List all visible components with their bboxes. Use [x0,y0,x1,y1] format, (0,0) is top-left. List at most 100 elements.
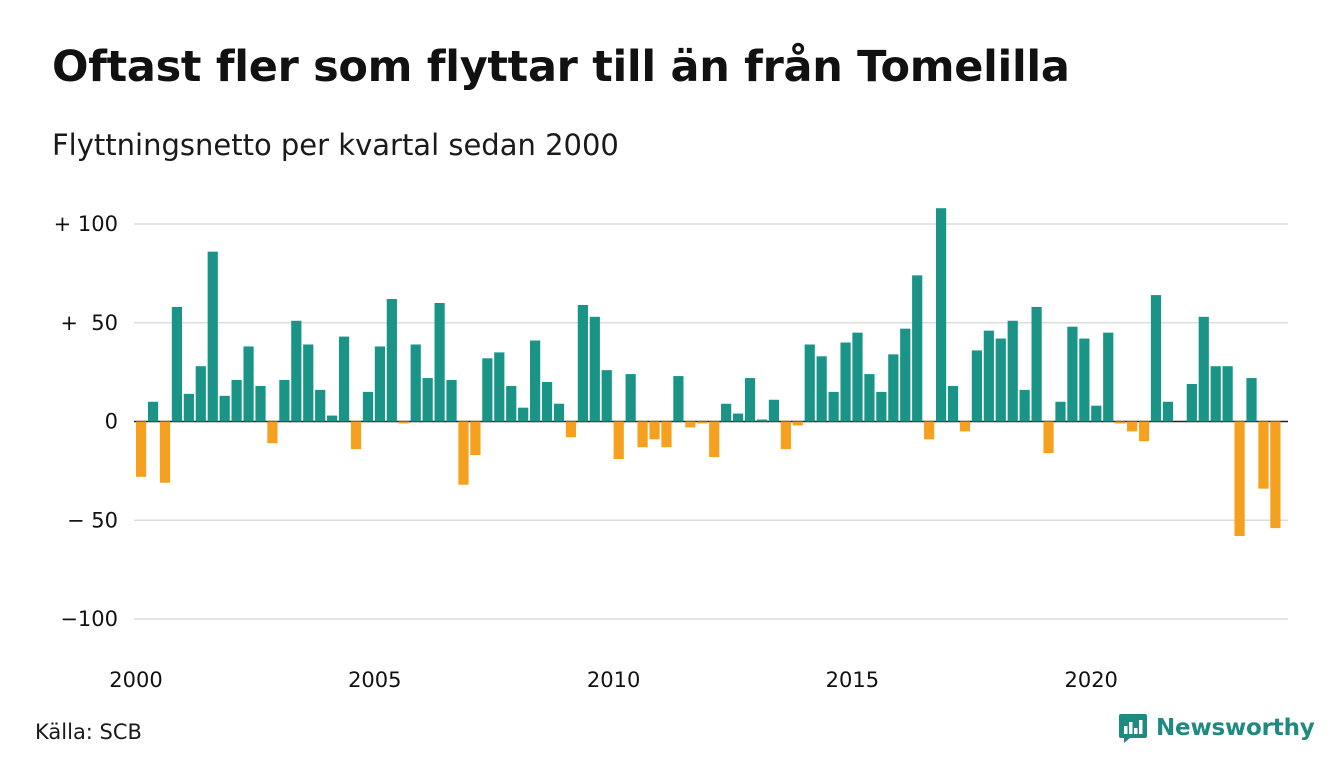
y-tick-label: − 50 [67,508,118,532]
bar-2003-k1 [279,380,290,422]
bar-2003-k3 [303,344,314,422]
bar-2004-k1 [327,415,338,422]
bar-2011-k2 [673,376,684,422]
bar-2006-k1 [422,378,433,422]
bar-2015-k2 [864,374,875,422]
bar-2002-k1 [231,380,242,422]
bar-2003-k2 [291,320,302,422]
bar-chart: + 100 + 50 0 − 50 −100 2000 2005 2010 2015 2020 [54,208,1288,692]
bar-2012-k2 [721,403,732,422]
bar-2004-k2 [338,336,350,422]
bar-2018-k4 [1031,306,1042,422]
bar-2008-k4 [553,403,565,422]
bar-2016-k3 [924,421,935,440]
bar-2010-k2 [625,374,636,422]
bar-2015-k3 [876,391,887,422]
bar-2019-k3 [1067,326,1078,422]
bar-2009-k3 [589,316,600,422]
y-tick-label: −100 [60,607,118,631]
bar-2006-k3 [446,380,457,422]
bar-2009-k4 [601,370,612,422]
bar-2020-k2 [1103,332,1114,422]
bar-2008-k1 [518,407,529,422]
bar-2022-k2 [1198,316,1209,422]
bar-2020-k4 [1127,421,1138,432]
bar-2001-k4 [219,395,230,422]
bar-2001-k1 [183,393,194,422]
bars [136,208,1281,537]
bar-2014-k4 [840,342,851,422]
bar-2014-k1 [804,344,815,422]
bar-chart-logo-icon [1119,714,1147,743]
bar-2016-k4 [935,208,947,422]
bar-2013-k4 [792,421,803,426]
bar-2019-k4 [1079,338,1090,422]
bar-2010-k4 [649,421,660,440]
bar-2022-k3 [1210,366,1221,422]
bar-2018-k2 [1007,320,1018,422]
bar-2013-k3 [780,421,791,450]
bar-2010-k3 [637,421,648,448]
brand-name: Newsworthy [1156,715,1315,741]
bar-2008-k2 [530,340,541,422]
bar-2019-k1 [1043,421,1054,454]
chart-subtitle: Flyttningsnetto per kvartal sedan 2000 [52,128,619,162]
bar-2017-k2 [959,421,971,432]
bar-2023-k1 [1234,421,1245,537]
bar-2013-k2 [768,399,780,422]
bar-2005-k4 [410,344,421,422]
bar-2006-k2 [434,303,445,422]
bar-2006-k4 [458,421,469,485]
y-tick-label: + 100 [54,212,118,236]
x-axis-ticks: 2000 2005 2010 2015 2020 [109,668,1118,692]
bar-2019-k2 [1055,401,1066,422]
brand-logo: Newsworthy [1118,712,1315,744]
y-axis-ticks: + 100 + 50 0 − 50 −100 [54,212,118,631]
bar-2007-k1 [470,421,481,456]
bar-2002-k2 [243,346,254,422]
bar-2015-k4 [888,354,899,422]
bar-2004-k3 [350,421,362,450]
y-tick-label: 0 [105,410,118,434]
source-note: Källa: SCB [35,720,142,744]
bar-2011-k4 [697,421,708,424]
bar-2018-k1 [995,338,1006,422]
bar-2007-k4 [506,385,517,422]
bar-2005-k3 [398,421,409,424]
bar-2020-k1 [1091,405,1102,422]
bar-2000-k1 [136,421,147,477]
bar-2010-k1 [613,421,624,460]
bar-2009-k1 [565,421,577,438]
bar-2000-k2 [147,401,159,422]
bar-2002-k3 [255,385,266,422]
bar-2009-k2 [577,304,588,422]
bar-2021-k2 [1150,295,1162,422]
x-tick-label: 2015 [826,668,879,692]
bar-2008-k3 [541,382,553,422]
bar-2015-k1 [852,332,863,422]
bar-2007-k3 [494,352,505,422]
bar-2012-k4 [744,378,756,422]
bar-2020-k3 [1115,421,1126,424]
bar-2023-k2 [1246,378,1257,422]
bar-2002-k4 [267,421,278,444]
bar-2016-k2 [912,275,923,422]
bar-2001-k2 [195,366,206,422]
bar-2012-k1 [709,421,720,458]
bar-2023-k4 [1270,421,1281,529]
bar-2005-k1 [374,346,385,422]
bar-2017-k3 [971,350,982,422]
bar-2000-k4 [171,306,183,422]
bar-2014-k3 [828,391,839,422]
bar-2007-k2 [482,358,493,422]
x-tick-label: 2010 [587,668,640,692]
bar-2017-k4 [983,330,994,422]
y-tick-label: + 50 [60,311,118,335]
x-tick-label: 2005 [348,668,401,692]
bar-2022-k4 [1222,366,1233,422]
bar-2017-k1 [947,385,959,422]
bar-2001-k3 [207,251,218,422]
bar-2003-k4 [315,389,326,422]
bar-2022-k1 [1186,383,1197,422]
bar-2000-k3 [159,421,171,483]
